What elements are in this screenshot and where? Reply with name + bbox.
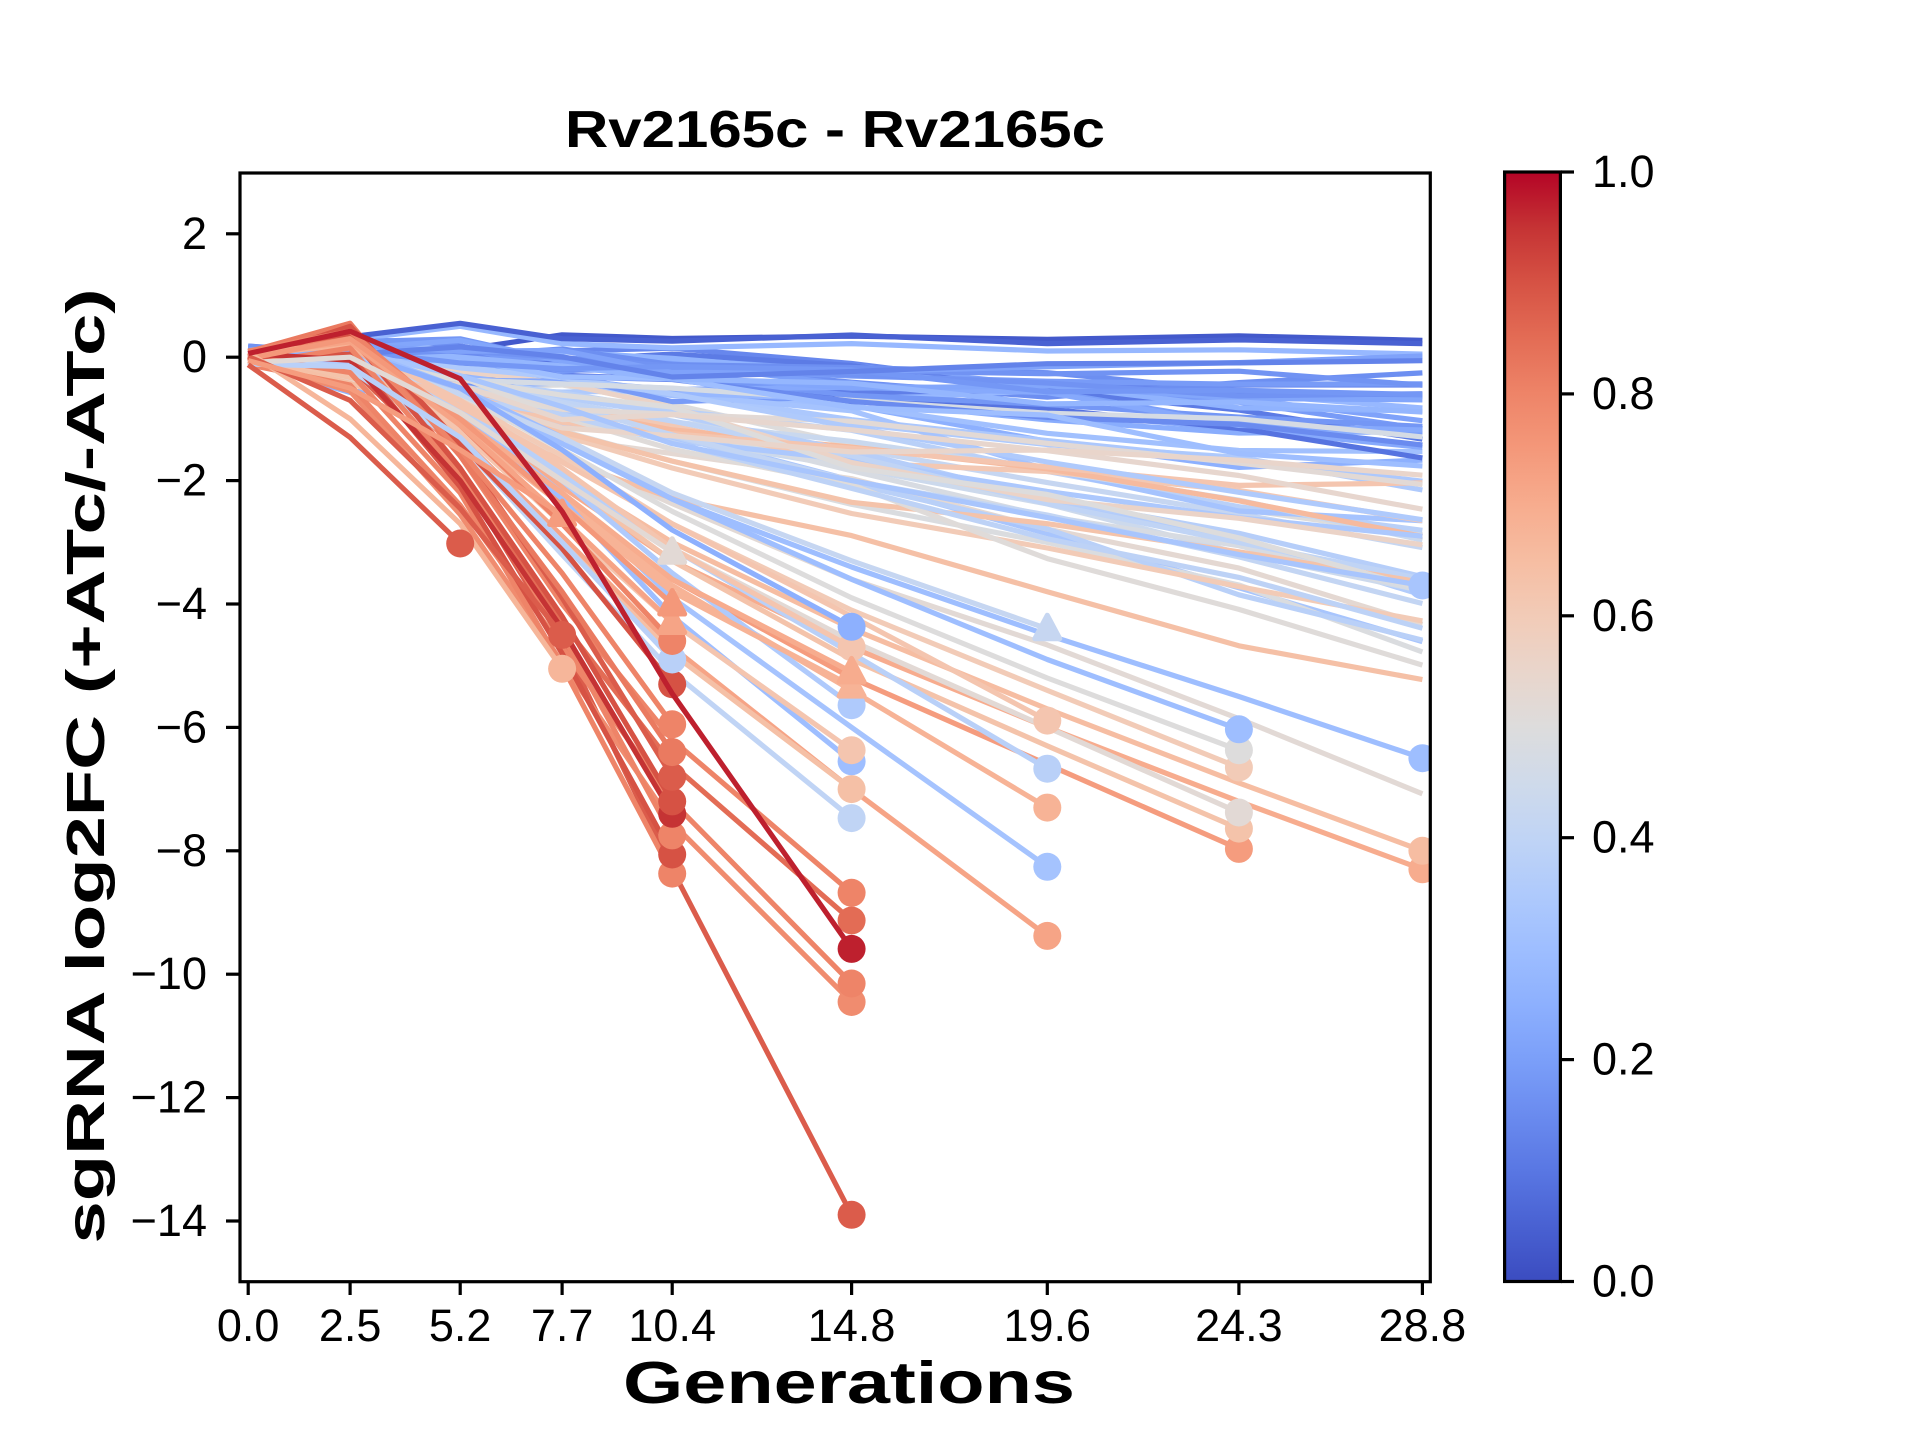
svg-text:19.6: 19.6	[1004, 1300, 1092, 1351]
svg-text:sgRNA log2FC (+ATc/-ATc): sgRNA log2FC (+ATc/-ATc)	[56, 289, 116, 1244]
svg-text:10.4: 10.4	[628, 1300, 716, 1351]
svg-text:7.7: 7.7	[531, 1300, 594, 1351]
svg-text:−6: −6	[156, 701, 207, 752]
svg-text:Generations: Generations	[623, 1350, 1075, 1416]
svg-text:0.2: 0.2	[1592, 1034, 1655, 1085]
svg-text:−8: −8	[156, 825, 207, 876]
svg-text:−10: −10	[131, 948, 207, 999]
svg-text:24.3: 24.3	[1195, 1300, 1283, 1351]
svg-text:−12: −12	[131, 1072, 207, 1123]
svg-text:5.2: 5.2	[429, 1300, 492, 1351]
svg-text:0.0: 0.0	[217, 1300, 280, 1351]
svg-text:Rv2165c - Rv2165c: Rv2165c - Rv2165c	[565, 101, 1105, 159]
svg-text:0: 0	[182, 331, 207, 382]
svg-text:−4: −4	[156, 578, 207, 629]
svg-text:0.8: 0.8	[1592, 368, 1655, 419]
svg-text:28.8: 28.8	[1379, 1300, 1467, 1351]
svg-text:14.8: 14.8	[808, 1300, 896, 1351]
svg-text:0.6: 0.6	[1592, 590, 1655, 641]
svg-text:2: 2	[182, 208, 207, 259]
svg-text:−14: −14	[131, 1195, 207, 1246]
svg-text:1.0: 1.0	[1592, 146, 1655, 197]
svg-text:−2: −2	[156, 455, 207, 506]
svg-text:0.0: 0.0	[1592, 1256, 1655, 1307]
svg-text:2.5: 2.5	[319, 1300, 382, 1351]
svg-text:0.4: 0.4	[1592, 812, 1655, 863]
